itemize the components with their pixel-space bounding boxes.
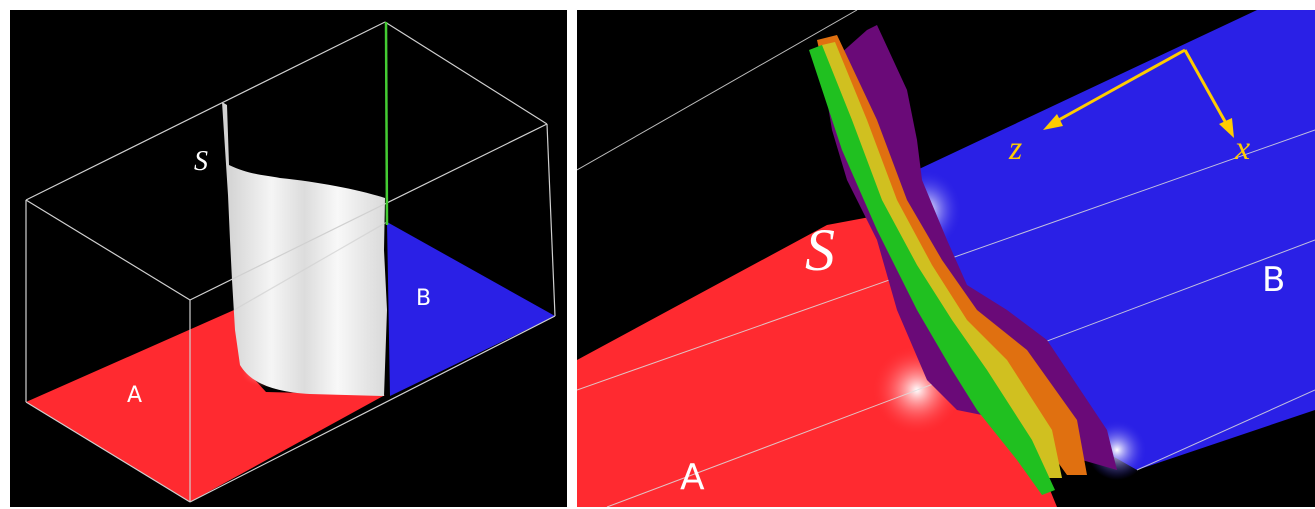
axis-z-label: z (1009, 130, 1023, 167)
region-b-floor (387, 222, 555, 396)
axis-arrows (1043, 48, 1234, 138)
region-a-floor (26, 310, 385, 502)
surface-s (222, 102, 387, 396)
surface-green (809, 45, 1055, 495)
left-3d-view: A B S (10, 10, 567, 507)
left-scene-svg (25, 21, 556, 503)
label-s: S (805, 217, 835, 283)
surface-purple (822, 25, 1117, 470)
label-b: B (1262, 260, 1286, 300)
axis-x-label: x (1235, 130, 1251, 167)
label-a: A (680, 457, 705, 498)
region-a-floor (577, 210, 1057, 507)
box-wireframe (25, 21, 556, 503)
surface-yellow (822, 42, 1062, 478)
label-a: A (127, 383, 143, 408)
label-b: B (416, 286, 432, 311)
right-3d-view: A B S z x (577, 10, 1315, 507)
label-s: S (194, 146, 208, 177)
right-scene-svg (577, 10, 1315, 507)
green-edge (384, 21, 389, 226)
surface-orange (817, 35, 1087, 475)
